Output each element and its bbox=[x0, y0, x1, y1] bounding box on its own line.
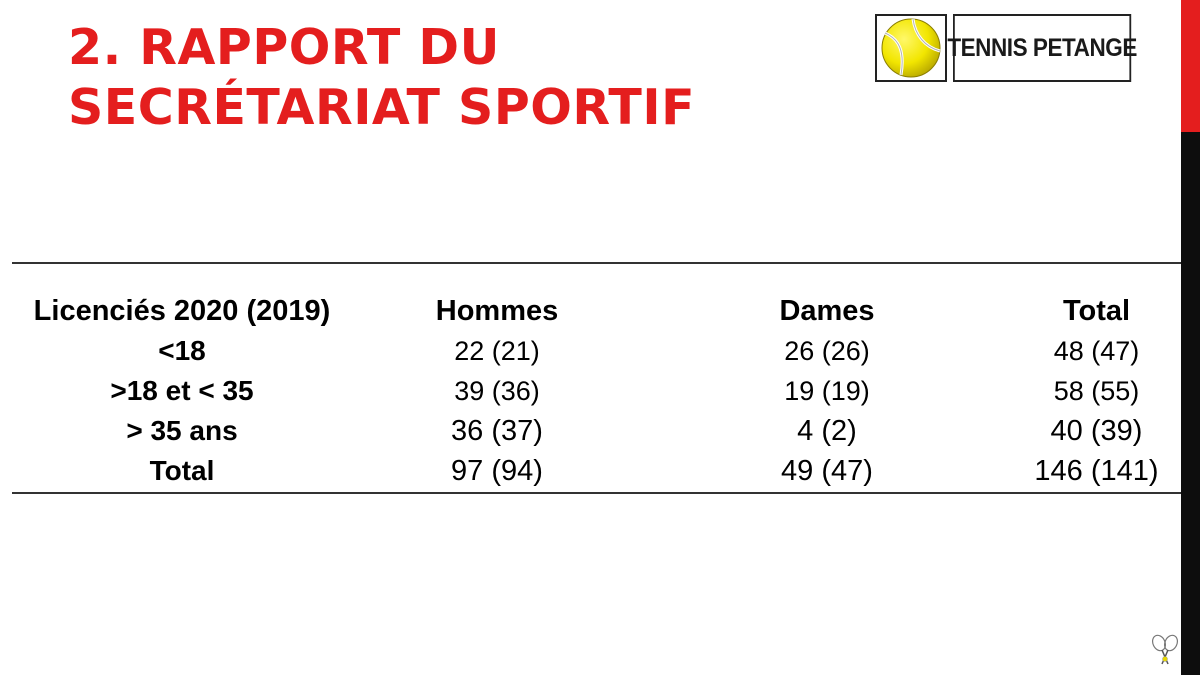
row-label: Total bbox=[12, 451, 352, 491]
cell-dames: 26 (26) bbox=[642, 331, 1012, 371]
cell-total: 146 (141) bbox=[1012, 451, 1181, 491]
page-title: 2. RAPPORT DU SECRÉTARIAT SPORTIF bbox=[68, 18, 695, 138]
licences-table: Licenciés 2020 (2019) Hommes Dames Total… bbox=[12, 262, 1181, 494]
sidebar-accent-red bbox=[1181, 0, 1200, 132]
header-hommes: Hommes bbox=[352, 291, 642, 331]
sidebar-accent-black bbox=[1181, 132, 1200, 675]
header-dames: Dames bbox=[642, 291, 1012, 331]
title-line-2: SECRÉTARIAT SPORTIF bbox=[68, 78, 695, 138]
table-row: > 35 ans 36 (37) 4 (2) 40 (39) bbox=[12, 411, 1181, 451]
cell-total: 40 (39) bbox=[1012, 411, 1181, 451]
row-label: <18 bbox=[12, 331, 352, 371]
cell-dames: 19 (19) bbox=[642, 371, 1012, 411]
title-line-1: 2. RAPPORT DU bbox=[68, 18, 695, 78]
cell-total: 48 (47) bbox=[1012, 331, 1181, 371]
club-logo: TENNIS PETANGE bbox=[875, 14, 1151, 82]
header-total: Total bbox=[1012, 291, 1181, 331]
cell-dames: 49 (47) bbox=[642, 451, 1012, 491]
cell-hommes: 22 (21) bbox=[352, 331, 642, 371]
tennis-rackets-icon bbox=[1150, 634, 1180, 668]
tennis-ball-icon bbox=[875, 14, 947, 82]
cell-hommes: 97 (94) bbox=[352, 451, 642, 491]
row-label: >18 et < 35 bbox=[12, 371, 352, 411]
table-row: <18 22 (21) 26 (26) 48 (47) bbox=[12, 331, 1181, 371]
table-header-row: Licenciés 2020 (2019) Hommes Dames Total bbox=[12, 291, 1181, 331]
club-name: TENNIS PETANGE bbox=[953, 14, 1131, 82]
cell-hommes: 36 (37) bbox=[352, 411, 642, 451]
table-row: Total 97 (94) 49 (47) 146 (141) bbox=[12, 451, 1181, 491]
header-category: Licenciés 2020 (2019) bbox=[12, 291, 352, 331]
cell-hommes: 39 (36) bbox=[352, 371, 642, 411]
cell-total: 58 (55) bbox=[1012, 371, 1181, 411]
row-label: > 35 ans bbox=[12, 411, 352, 451]
table-row: >18 et < 35 39 (36) 19 (19) 58 (55) bbox=[12, 371, 1181, 411]
cell-dames: 4 (2) bbox=[642, 411, 1012, 451]
